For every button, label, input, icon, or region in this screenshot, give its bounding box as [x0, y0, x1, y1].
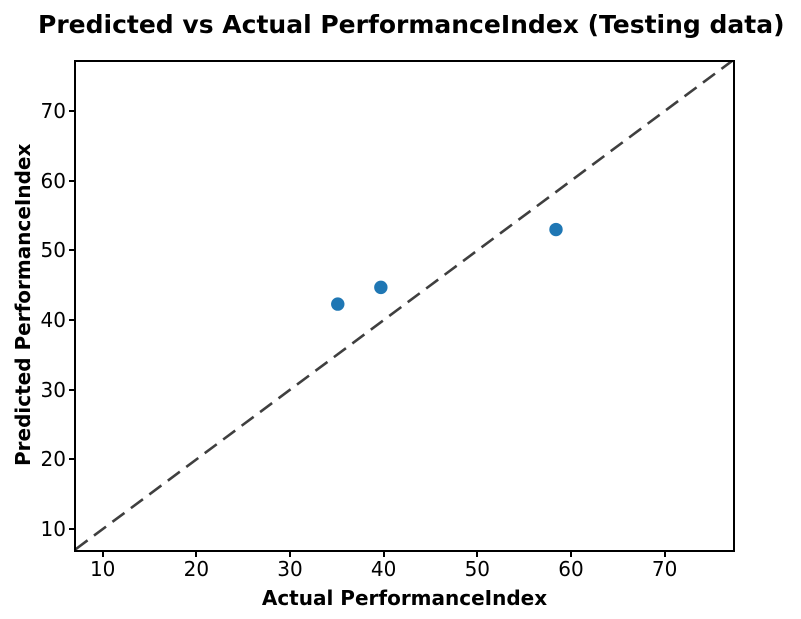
- y-tick-label: 50: [40, 238, 66, 263]
- y-tick-label: 40: [40, 308, 66, 333]
- y-tick-mark: [69, 110, 76, 113]
- chart-title: Predicted vs Actual PerformanceIndex (Te…: [38, 10, 785, 39]
- y-tick-mark: [69, 388, 76, 391]
- x-tick-label: 70: [651, 557, 678, 581]
- plot-area: [74, 60, 735, 552]
- x-tick-mark: [289, 550, 291, 557]
- x-tick-mark: [195, 550, 198, 557]
- y-tick-label: 70: [40, 99, 66, 124]
- y-tick-mark: [69, 319, 76, 322]
- y-tick-mark: [69, 249, 76, 252]
- x-tick-mark: [101, 550, 104, 557]
- y-tick-mark: [69, 458, 76, 461]
- x-tick-label: 60: [558, 557, 584, 581]
- data-point: [549, 222, 563, 237]
- y-tick-label: 10: [40, 517, 66, 542]
- y-tick-label: 30: [40, 377, 66, 402]
- x-tick-label: 50: [464, 557, 491, 581]
- identity-line: [76, 62, 733, 550]
- x-tick-mark: [663, 550, 666, 557]
- y-tick-mark: [69, 179, 76, 182]
- x-tick-mark: [476, 550, 479, 557]
- x-tick-label: 10: [89, 557, 116, 581]
- data-point: [331, 297, 345, 311]
- y-tick-label: 60: [40, 168, 66, 193]
- y-axis-label: Predicted PerformanceIndex: [11, 143, 35, 466]
- x-tick-label: 20: [183, 557, 210, 581]
- x-tick-mark: [569, 550, 572, 557]
- x-axis-label: Actual PerformanceIndex: [261, 586, 548, 610]
- x-tick-label: 30: [277, 557, 303, 581]
- x-tick-mark: [382, 550, 385, 557]
- y-tick-label: 20: [40, 447, 66, 472]
- data-point: [374, 280, 388, 295]
- y-tick-mark: [69, 528, 76, 531]
- plot-canvas: [76, 62, 733, 550]
- x-tick-label: 40: [370, 557, 397, 581]
